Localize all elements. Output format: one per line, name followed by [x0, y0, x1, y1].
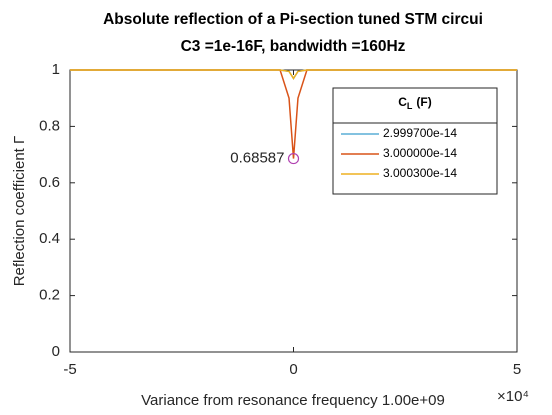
y-tick-label: 0.4: [39, 230, 60, 247]
y-tick-label: 0.2: [39, 287, 60, 304]
legend-label: 2.999700e-14: [383, 126, 457, 140]
series-line: [70, 69, 517, 80]
legend-title: CL (F): [398, 95, 432, 111]
y-axis-label: Reflection coefficient Γ: [11, 136, 28, 287]
chart-title: Absolute reflection of a Pi-section tune…: [103, 11, 483, 28]
legend-title-sub: L: [407, 101, 413, 111]
x-axis-label: Variance from resonance frequency 1.00e+…: [141, 392, 445, 409]
y-tick-label: 1: [52, 61, 60, 78]
y-tick-label: 0.8: [39, 117, 60, 134]
annotation-marker: [287, 152, 300, 165]
legend-label: 3.000300e-14: [383, 166, 457, 180]
legend-title-base: C: [398, 95, 407, 109]
chart-subtitle: C3 =1e-16F, bandwidth =160Hz: [181, 38, 406, 55]
annotation-text: 0.68587: [230, 150, 284, 167]
x-tick-label: 0: [289, 361, 297, 378]
legend-box: [332, 87, 498, 195]
legend-label: 3.000000e-14: [383, 146, 457, 160]
x-tick-label: -5: [63, 361, 76, 378]
x-exponent: ×10⁴: [497, 388, 529, 405]
y-tick-label: 0.6: [39, 174, 60, 191]
legend-title-suffix: (F): [416, 95, 431, 109]
x-tick-label: 5: [513, 361, 521, 378]
legend: CL (F) 2.999700e-14 3.000000e-14 3.000300e-1…: [332, 87, 498, 195]
y-tick-label: 0: [52, 343, 60, 360]
